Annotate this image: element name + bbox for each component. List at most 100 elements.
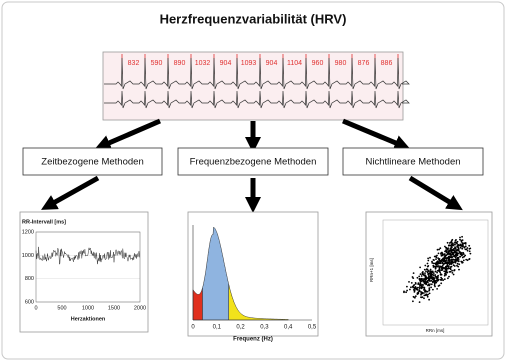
scatter-point [433, 279, 435, 282]
x-tick-label: 0,5 [308, 325, 317, 331]
scatter-point [449, 252, 451, 255]
scatter-point [433, 282, 436, 285]
scatter-point [444, 267, 446, 270]
scatter-point [460, 240, 463, 243]
scatter-point [434, 275, 437, 278]
scatter-point [453, 269, 456, 271]
scatter-point [434, 285, 436, 288]
scatter-point [416, 276, 419, 279]
scatter-point [430, 283, 433, 286]
scatter-point [446, 262, 448, 265]
rr-series [35, 246, 141, 265]
scatter-point [454, 243, 456, 246]
scatter-point [416, 292, 419, 294]
rr-interval: 904 [266, 60, 278, 67]
scatter-point [448, 275, 450, 278]
scatter-point [469, 247, 472, 250]
scatter-point [440, 253, 442, 255]
y-tick-label: 800 [25, 276, 34, 282]
scatter-point [437, 265, 440, 267]
scatter-point [442, 279, 444, 282]
scatter-point [440, 260, 443, 263]
rr-interval: 832 [128, 60, 140, 67]
scatter-point [426, 280, 429, 283]
scatter-point [450, 250, 453, 253]
y-tick-label: 1000 [22, 253, 34, 259]
scatter-point [414, 296, 416, 299]
scatter-point [429, 268, 432, 271]
scatter-point [443, 278, 446, 281]
scatter-point [452, 243, 454, 246]
rr-interval: 876 [358, 60, 370, 67]
scatter-point [422, 278, 424, 280]
scatter-point [442, 253, 444, 256]
scatter-point [446, 267, 448, 270]
scatter-point [416, 288, 419, 291]
scatter-point [423, 289, 425, 291]
scatter-point [424, 272, 426, 274]
scatter-point [452, 261, 455, 264]
scatter-point [424, 282, 427, 285]
scatter-point [435, 265, 438, 268]
scatter-point [427, 275, 430, 277]
scatter-point [445, 265, 447, 268]
scatter-point [410, 282, 413, 284]
scatter-point [443, 270, 446, 273]
x-tick-label: 0,2 [236, 325, 245, 331]
x-tick-label: 500 [57, 305, 66, 311]
scatter-point [462, 252, 465, 254]
scatter-point [420, 293, 422, 296]
scatter-point [423, 286, 426, 289]
scatter-point [418, 301, 421, 303]
scatter-point [445, 259, 447, 262]
scatter-point [421, 283, 423, 286]
rr-interval: 590 [151, 60, 163, 67]
time-panel [19, 211, 149, 333]
rr-interval: 1093 [241, 60, 257, 67]
scatter-point [425, 268, 428, 271]
scatter-point [418, 277, 421, 280]
scatter-point [451, 272, 454, 274]
x-tick-label: 1000 [82, 305, 94, 311]
scatter-point [429, 283, 431, 285]
scatter-point [423, 294, 426, 297]
scatter-point [433, 265, 435, 268]
scatter-point [457, 256, 460, 259]
scatter-point [452, 273, 455, 276]
scatter-point [439, 273, 442, 276]
scatter-point [431, 260, 433, 263]
scatter-point [417, 286, 419, 289]
scatter-point [423, 268, 426, 271]
scatter-point [446, 271, 449, 274]
scatter-point [437, 276, 439, 279]
scatter-point [406, 285, 408, 288]
scatter-point [420, 275, 423, 277]
scatter-point [461, 235, 463, 238]
scatter-point [436, 288, 438, 290]
scatter-point [457, 248, 460, 251]
scatter-point [430, 286, 432, 289]
scatter-point [434, 267, 437, 270]
scatter-point [432, 262, 435, 265]
scatter-point [459, 246, 462, 249]
scatter-point [408, 281, 410, 283]
scatter-point [442, 263, 445, 266]
scatter-point [451, 246, 453, 249]
scatter-point [448, 244, 450, 247]
y-tick-label: 1200 [22, 229, 34, 235]
hf-band [228, 284, 289, 321]
scatter-point [423, 292, 425, 294]
scatter-point [422, 286, 424, 289]
scatter-point [424, 278, 427, 280]
x-tick-label: 0,1 [213, 325, 222, 331]
scatter-point [417, 283, 420, 285]
scatter-point [456, 264, 458, 267]
scatter-point [412, 284, 415, 287]
scatter-point [448, 256, 451, 259]
scatter-point [454, 254, 457, 257]
x-tick-label: 2000 [134, 305, 146, 311]
scatter-point [428, 279, 431, 282]
scatter-point [419, 286, 421, 288]
scatter-point [446, 257, 449, 259]
scatter-point [448, 263, 451, 266]
